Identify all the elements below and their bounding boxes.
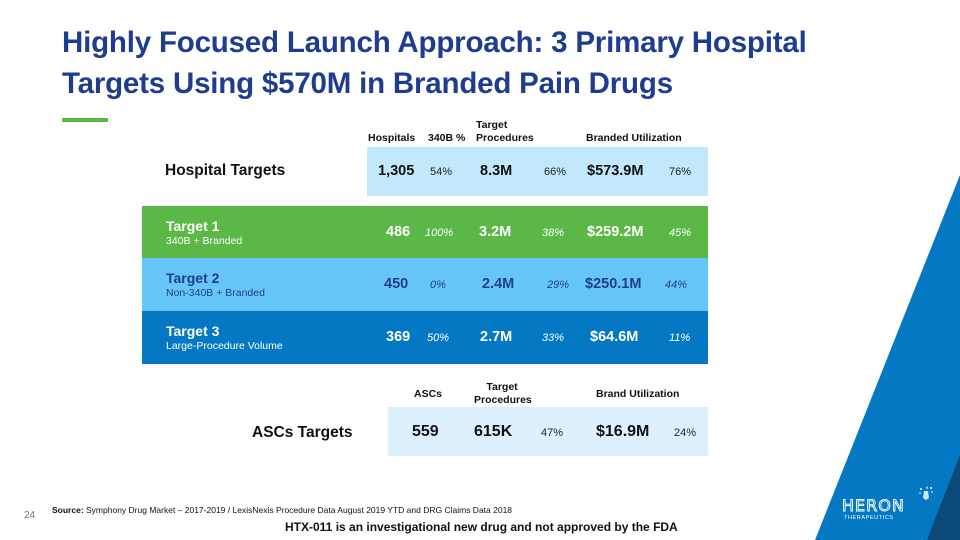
logo-mark-icon <box>919 486 933 500</box>
header-hospitals: Hospitals <box>368 132 416 144</box>
asc-count: 559 <box>412 423 439 440</box>
title-accent-bar <box>62 118 108 122</box>
summary-procedures: 8.3M <box>480 163 513 179</box>
target-row-1: Target 1 340B + Branded 486 100% 3.2M 38… <box>142 206 708 258</box>
source-note: Source: Symphony Drug Market – 2017-2019… <box>52 505 512 515</box>
target-hospitals: 450 <box>384 276 409 292</box>
summary-utilization-pct: 76% <box>669 166 692 178</box>
summary-340b-pct: 54% <box>430 166 453 178</box>
header-asc-target-procedures-line2: Procedures <box>474 394 532 406</box>
target-utilization: $250.1M <box>585 276 642 292</box>
target-utilization-pct: 44% <box>665 279 688 291</box>
asc-procedures: 615K <box>474 423 513 440</box>
asc-summary-box: 559 615K 47% $16.9M 24% <box>388 407 708 456</box>
target-procedures-pct: 38% <box>542 227 565 239</box>
target-row-3: Target 3 Large-Procedure Volume 369 50% … <box>142 311 708 364</box>
hospital-summary-box: 1,305 54% 8.3M 66% $573.9M 76% <box>367 147 708 196</box>
asc-procedures-pct: 47% <box>541 427 564 439</box>
summary-utilization: $573.9M <box>587 163 644 179</box>
header-brand-utilization: Brand Utilization <box>596 388 680 400</box>
target-340b-pct: 0% <box>430 279 446 291</box>
asc-targets-label: ASCs Targets <box>252 424 353 441</box>
summary-procedures-pct: 66% <box>544 166 567 178</box>
target-340b-pct: 100% <box>425 227 454 239</box>
page-number: 24 <box>24 510 36 521</box>
hospital-targets-label: Hospital Targets <box>165 162 286 179</box>
slide-title: Highly Focused Launch Approach: 3 Primar… <box>62 26 807 100</box>
logo-wordmark: HERON <box>842 496 905 516</box>
target-procedures-pct: 29% <box>547 279 570 291</box>
logo-tagline: THERAPEUTICS <box>844 515 894 521</box>
target-name: Target 2 <box>166 270 220 286</box>
source-label: Source: <box>52 505 84 515</box>
header-target-procedures-line2: Procedures <box>476 132 534 144</box>
source-text: Symphony Drug Market – 2017-2019 / Lexis… <box>83 505 513 515</box>
target-subtitle: Large-Procedure Volume <box>166 340 283 352</box>
target-subtitle: Non-340B + Branded <box>166 287 265 299</box>
asc-utilization-pct: 24% <box>674 427 697 439</box>
target-subtitle: 340B + Branded <box>166 235 243 247</box>
target-340b-pct: 50% <box>427 332 450 344</box>
header-branded-utilization: Branded Utilization <box>586 132 682 144</box>
target-name: Target 1 <box>166 218 220 234</box>
target-name: Target 3 <box>166 323 220 339</box>
target-hospitals: 486 <box>386 224 411 240</box>
heron-logo: HERON THERAPEUTICS <box>842 486 934 526</box>
target-utilization: $64.6M <box>590 329 639 345</box>
summary-hospitals: 1,305 <box>378 163 415 179</box>
fda-disclaimer: HTX-011 is an investigational new drug a… <box>285 520 678 534</box>
header-target-procedures-line1: Target <box>476 119 508 131</box>
asc-utilization: $16.9M <box>596 423 650 440</box>
target-procedures: 2.7M <box>480 329 513 345</box>
target-row-2: Target 2 Non-340B + Branded 450 0% 2.4M … <box>142 258 708 311</box>
target-procedures: 3.2M <box>479 224 512 240</box>
header-asc-target-procedures-line1: Target <box>486 381 518 393</box>
target-hospitals: 369 <box>386 329 411 345</box>
header-340b-pct: 340B % <box>428 132 466 144</box>
target-utilization-pct: 11% <box>669 332 691 344</box>
target-utilization-pct: 45% <box>669 227 692 239</box>
target-procedures: 2.4M <box>482 276 515 292</box>
target-procedures-pct: 33% <box>542 332 565 344</box>
target-utilization: $259.2M <box>587 224 644 240</box>
header-ascs: ASCs <box>414 388 443 400</box>
